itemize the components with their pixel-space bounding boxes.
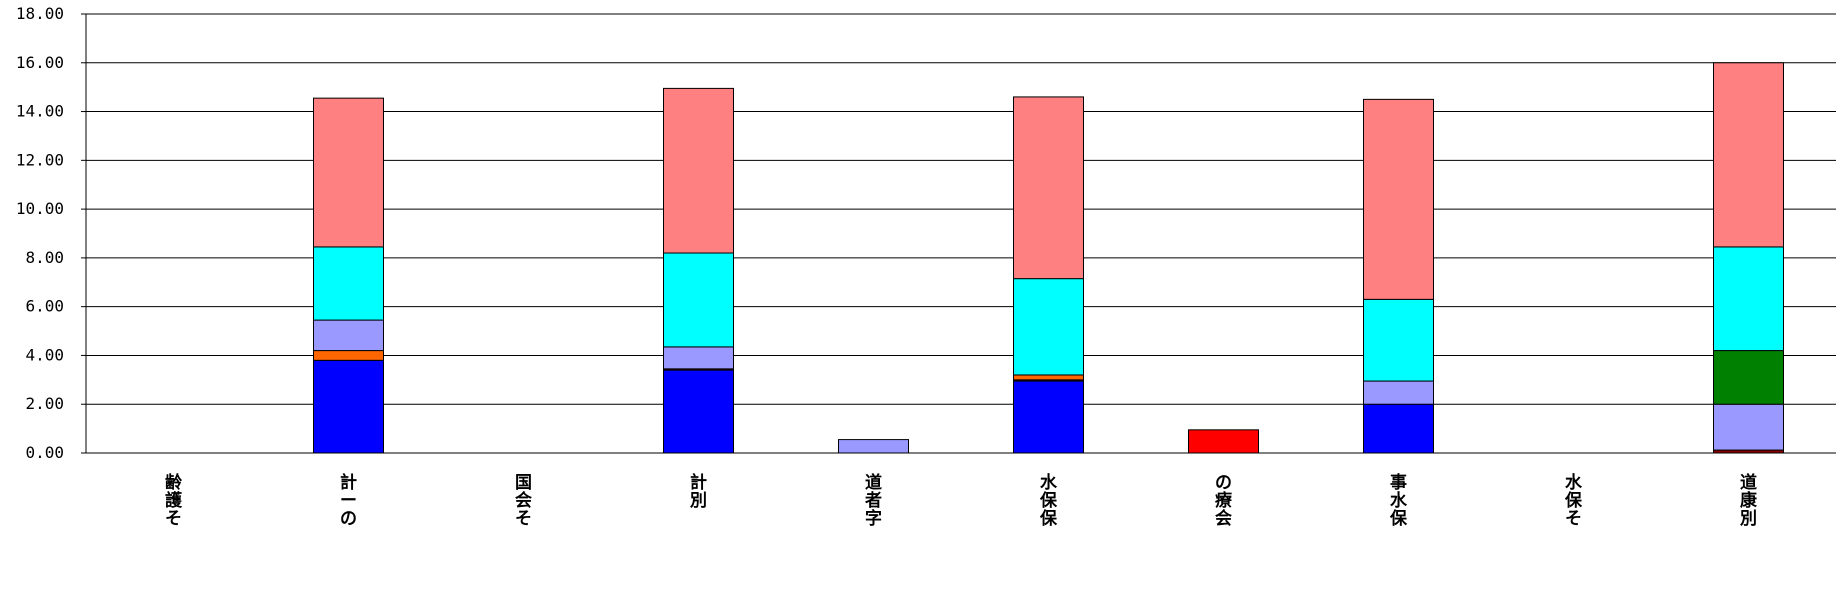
x-category-label: 齢護そ xyxy=(165,472,183,529)
bar-segment-series-3-1 xyxy=(313,350,384,361)
bar-segment-series-1-7 xyxy=(1363,403,1434,454)
bar-segment-series-8-9 xyxy=(1713,62,1784,248)
x-category-label: の療会 xyxy=(1215,473,1233,529)
bar-segment-series-8-7 xyxy=(1363,98,1434,300)
y-tick-label: 8.00 xyxy=(25,248,64,267)
y-tick-label: 10.00 xyxy=(16,199,64,218)
axes xyxy=(81,13,1836,454)
bar-segment-series-7-1 xyxy=(313,246,384,321)
bar-segment-series-5-7 xyxy=(1363,380,1434,405)
y-tick-label: 4.00 xyxy=(25,345,64,364)
x-category-label: 水保そ xyxy=(1564,472,1583,529)
y-tick-label: 0.00 xyxy=(25,443,64,462)
x-category-label: 道者字 xyxy=(864,472,882,529)
bar-segment-series-5-1 xyxy=(313,319,384,352)
y-tick-label: 12.00 xyxy=(16,150,64,169)
x-category-label: 計ーの xyxy=(340,472,357,529)
y-tick-label: 16.00 xyxy=(16,53,64,72)
x-category-label: 国会そ xyxy=(515,473,532,529)
y-tick-label: 2.00 xyxy=(25,394,64,413)
x-category-label: 計別 xyxy=(689,472,707,511)
bar-segment-series-4-6 xyxy=(1188,429,1259,454)
x-category-label: 水保保 xyxy=(1039,472,1058,529)
bar-segment-series-1-3 xyxy=(663,369,734,454)
x-category-label: 道康別 xyxy=(1739,472,1758,529)
bar-segment-series-5-3 xyxy=(663,346,734,370)
bar-segment-series-5-9 xyxy=(1713,403,1784,451)
bar-segment-series-6-9 xyxy=(1713,350,1784,405)
bars xyxy=(313,62,1784,454)
y-tick-label: 14.00 xyxy=(16,102,64,121)
x-category-label: 事水保 xyxy=(1389,473,1408,529)
bar-segment-series-7-9 xyxy=(1713,246,1784,352)
y-tick-label: 6.00 xyxy=(25,297,64,316)
bar-segment-series-7-7 xyxy=(1363,298,1434,382)
y-tick-label: 18.00 xyxy=(16,4,64,23)
bar-segment-series-8-3 xyxy=(663,87,734,254)
category-labels: 齢護そ 計ーの 国会そ 計別 道者字 水保保 の療会 事水保 水保そ 道康別 xyxy=(165,472,1758,529)
y-tick-labels: 0.00 2.00 4.00 6.00 8.00 10.00 12.00 14.00 16.00… xyxy=(16,4,64,462)
bar-segment-series-7-5 xyxy=(1013,278,1084,376)
bar-segment-series-8-5 xyxy=(1013,96,1084,280)
bar-segment-series-1-1 xyxy=(313,359,384,454)
bar-segment-series-7-3 xyxy=(663,252,734,348)
bar-segment-series-5-4 xyxy=(838,439,909,454)
bar-segment-series-3-5 xyxy=(1013,374,1084,381)
bar-segment-series-1-5 xyxy=(1013,380,1084,454)
bar-segment-series-8-1 xyxy=(313,97,384,248)
